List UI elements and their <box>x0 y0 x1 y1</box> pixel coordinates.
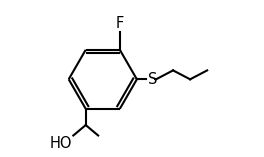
Text: F: F <box>116 16 124 31</box>
Text: HO: HO <box>50 136 73 151</box>
Text: S: S <box>148 72 158 87</box>
